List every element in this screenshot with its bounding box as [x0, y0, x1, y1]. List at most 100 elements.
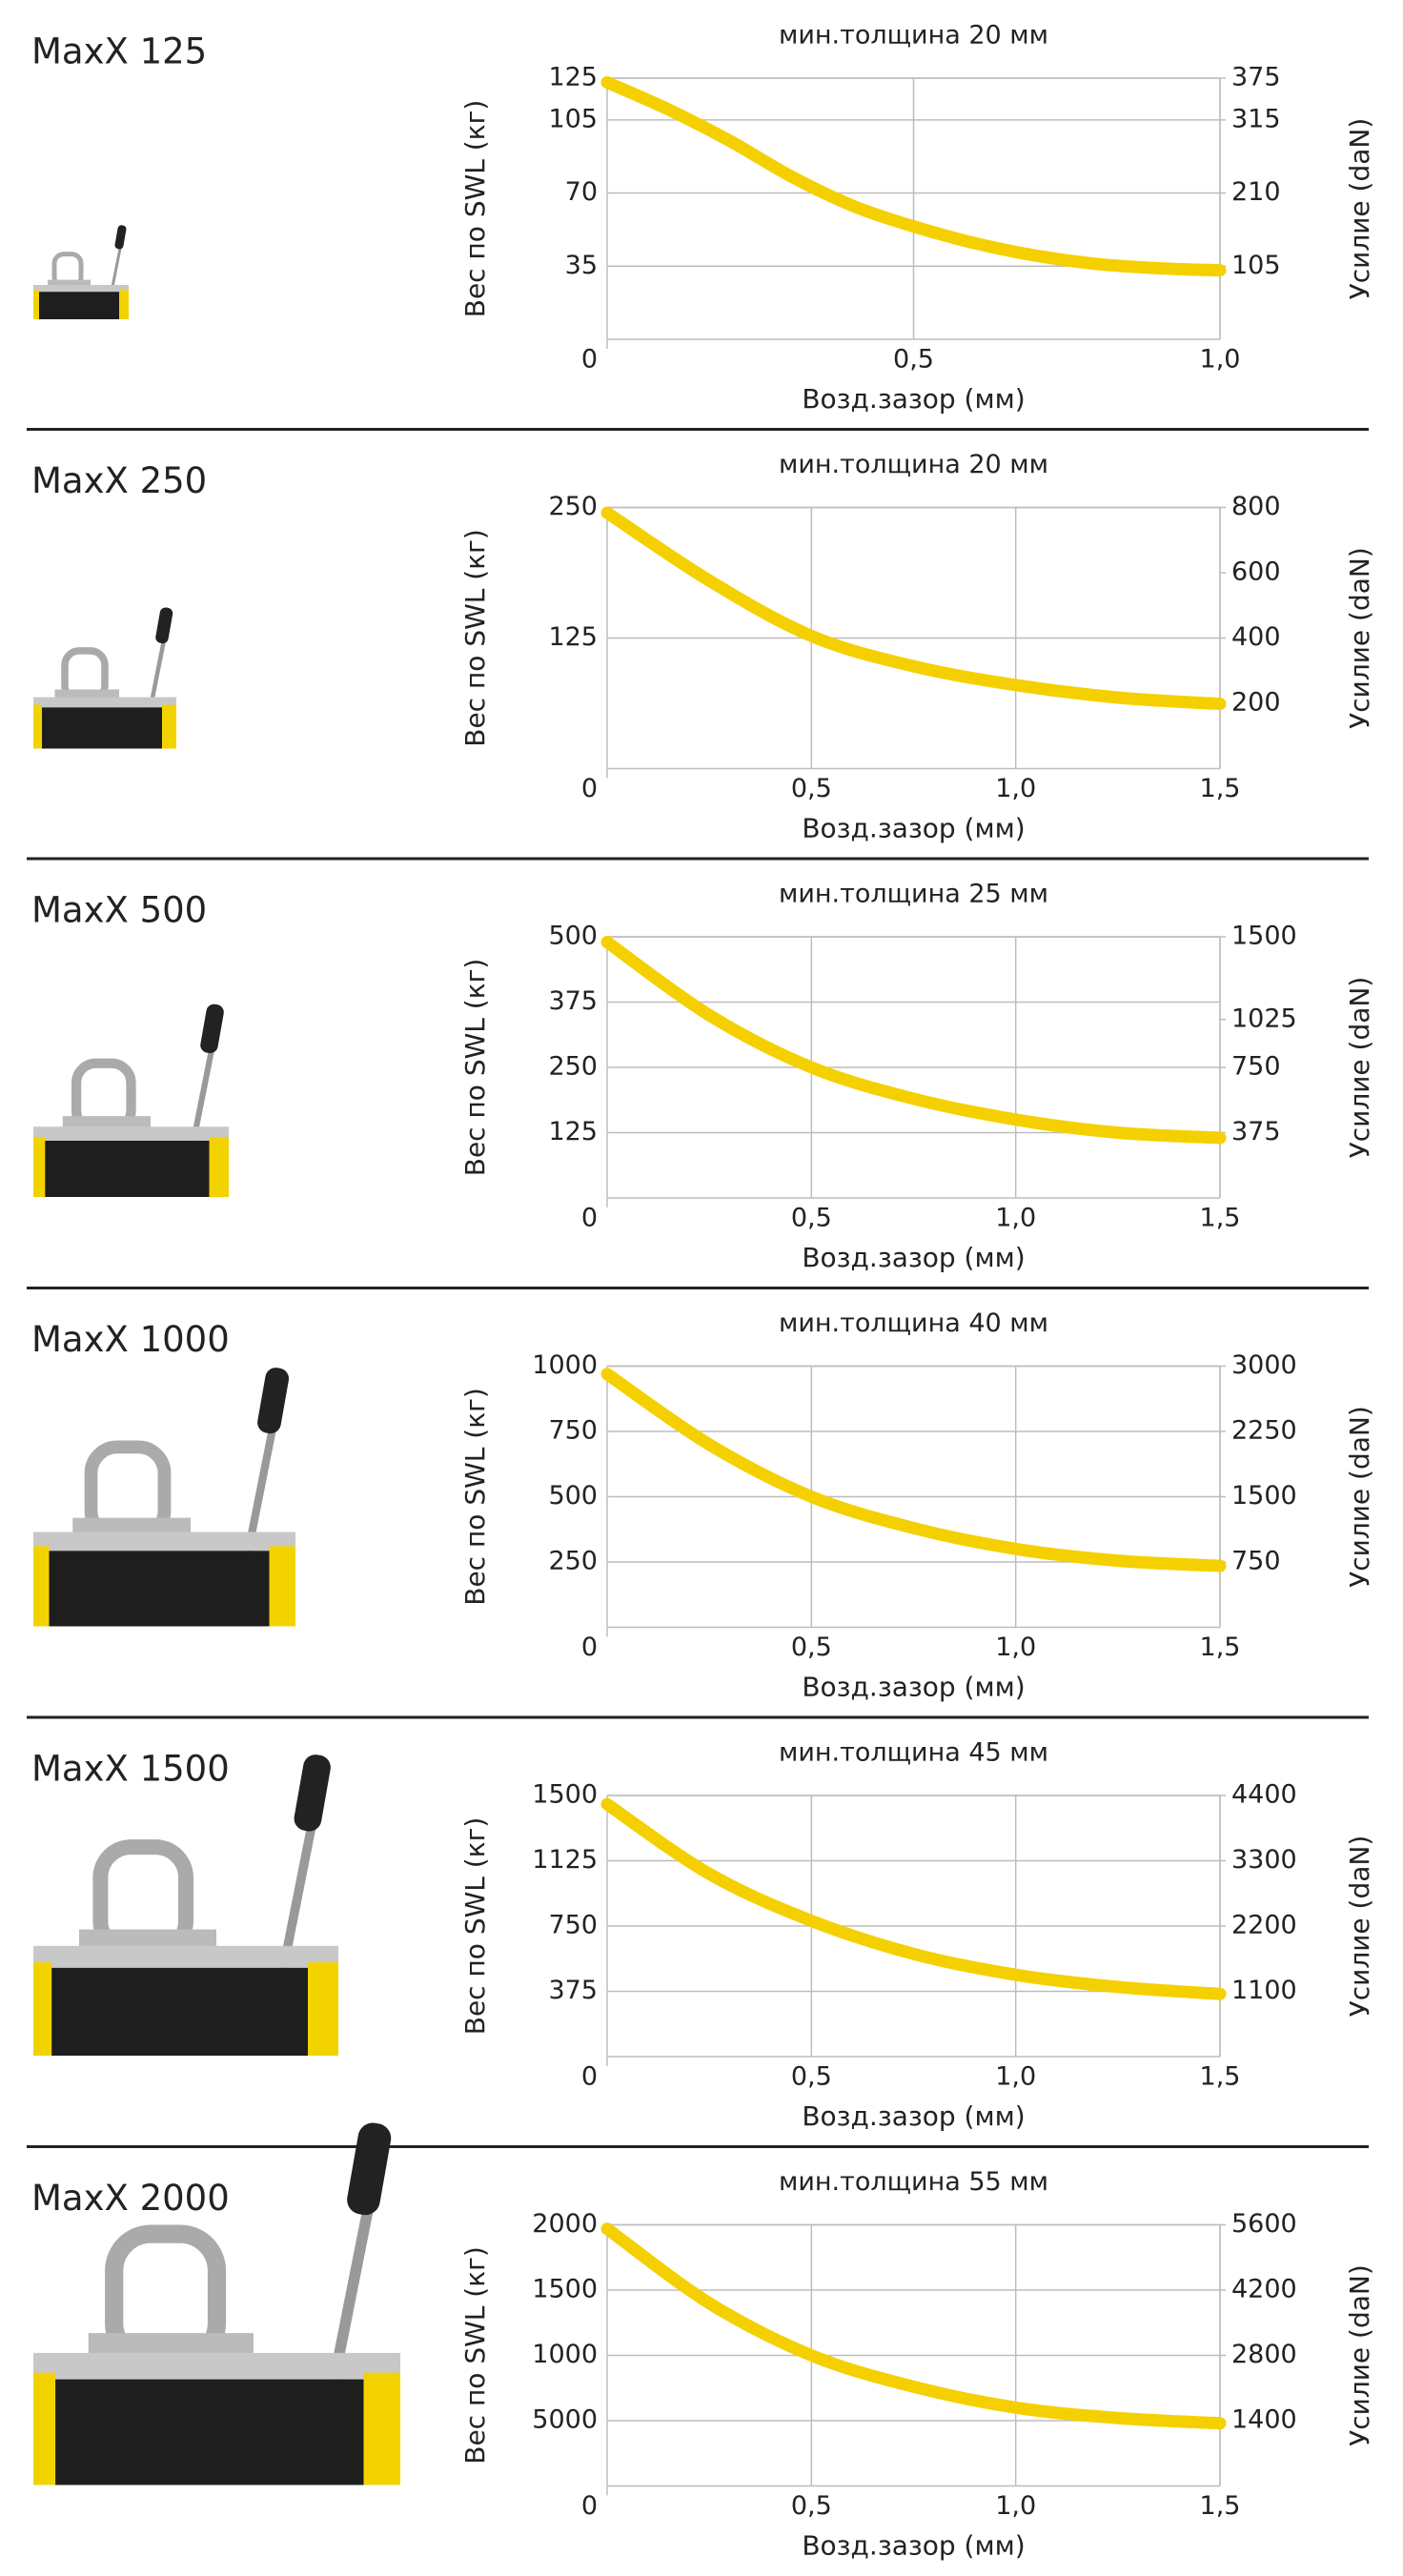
y-tick-label: 1500: [532, 1780, 598, 1810]
x-tick-label: 1,0: [995, 774, 1036, 803]
x-tick-label: 0,5: [791, 2062, 832, 2092]
y2-tick-label: 105: [1231, 251, 1281, 280]
y-tick-label: 375: [548, 1976, 598, 2005]
x-tick-label: 1,5: [1200, 774, 1241, 803]
product-name: MaxX 250: [31, 460, 207, 501]
x-tick-label: 1,0: [995, 2062, 1036, 2092]
chart-title: мин.толщина 20 мм: [779, 450, 1048, 479]
y2-tick-label: 1500: [1231, 1481, 1297, 1511]
magnet-top: [33, 1126, 229, 1141]
y2-tick-label: 4200: [1231, 2275, 1297, 2304]
y2-axis-label: Усилие (daN): [1344, 977, 1375, 1159]
x-tick-label: 0,5: [791, 1633, 832, 1662]
y2-tick-label: 3000: [1231, 1350, 1297, 1380]
y-axis-label: Вес по SWL (кг): [459, 529, 491, 747]
magnet-handle: [148, 635, 168, 708]
magnet-body: [33, 292, 129, 319]
y-axis-label: Вес по SWL (кг): [459, 959, 491, 1177]
magnet-grip: [114, 225, 127, 250]
y-tick-label: 0: [581, 345, 598, 375]
chart-title: мин.толщина 45 мм: [779, 1738, 1048, 1768]
y-tick-label: 1500: [532, 2275, 598, 2304]
x-tick-label: 1,5: [1200, 2491, 1241, 2521]
y2-tick-label: 3300: [1231, 1845, 1297, 1875]
magnet-top: [33, 1945, 338, 1968]
chart-panel: MaxX 1000 мин.толщина 40 мм 0 250 500 750 1000…: [27, 1287, 1375, 1703]
x-tick-label: 1,5: [1200, 2062, 1241, 2092]
magnet-end-left: [33, 1137, 46, 1197]
y2-tick-label: 1500: [1231, 922, 1297, 951]
x-axis-label: Возд.зазор (мм): [802, 813, 1025, 844]
y2-tick-label: 2200: [1231, 1911, 1297, 1940]
x-tick-label: 0,5: [893, 345, 934, 375]
magnet-handle: [244, 1417, 279, 1552]
curve: [600, 2222, 1227, 2430]
magnet-grip: [200, 1004, 224, 1054]
y2-axis-label: Усилие (daN): [1344, 547, 1375, 729]
curve: [600, 1797, 1227, 2000]
magnet-body: [33, 1140, 229, 1197]
y2-tick-label: 600: [1231, 558, 1281, 587]
chart-panel: MaxX 250 мин.толщина 20 мм 0 125 250 200 400 60…: [27, 428, 1375, 844]
magnet-body: [33, 2379, 400, 2485]
y-tick-label: 500: [548, 1481, 598, 1511]
magnet-top: [33, 697, 176, 708]
y-tick-label: 750: [548, 1416, 598, 1446]
chart-panel: MaxX 500 мин.толщина 25 мм 0 125 250 375 500 37…: [27, 857, 1375, 1273]
magnet-body: [33, 707, 176, 749]
magnet-end-right: [119, 290, 129, 319]
y2-tick-label: 1025: [1231, 1004, 1297, 1033]
y2-axis-label: Усилие (daN): [1344, 1836, 1375, 2018]
magnet-top: [33, 1531, 295, 1552]
y2-tick-label: 2800: [1231, 2340, 1297, 2369]
y2-axis-label: Усилие (daN): [1344, 2264, 1375, 2446]
product-name: MaxX 2000: [31, 2178, 230, 2219]
y-tick-label: 250: [548, 492, 598, 521]
y-axis-label: Вес по SWL (кг): [459, 100, 491, 318]
magnet-grip: [257, 1368, 290, 1434]
y-tick-label: 500: [548, 922, 598, 951]
magnet-end-right: [363, 2372, 400, 2485]
product-name: MaxX 500: [31, 890, 207, 931]
y2-tick-label: 200: [1231, 688, 1281, 718]
y-tick-label: 105: [548, 104, 598, 133]
y2-tick-label: 750: [1231, 1052, 1281, 1082]
y-tick-label: 125: [548, 63, 598, 92]
y-tick-label: 0: [581, 2062, 598, 2092]
magnet-handle: [278, 1813, 319, 1969]
x-axis-label: Возд.зазор (мм): [802, 2530, 1025, 2562]
y2-tick-label: 375: [1231, 63, 1281, 92]
magnet-grip: [347, 2122, 392, 2216]
x-axis-label: Возд.зазор (мм): [802, 2100, 1025, 2132]
magnet-handle: [110, 243, 123, 293]
y-tick-label: 0: [581, 2491, 598, 2521]
magnet-end-left: [33, 704, 42, 749]
y-tick-label: 0: [581, 1204, 598, 1233]
chart-title: мин.толщина 20 мм: [779, 21, 1048, 51]
y-tick-label: 1000: [532, 1350, 598, 1380]
y2-tick-label: 1400: [1231, 2405, 1297, 2435]
x-axis-label: Возд.зазор (мм): [802, 383, 1025, 415]
y-tick-label: 250: [548, 1547, 598, 1576]
y2-tick-label: 800: [1231, 492, 1281, 521]
y2-tick-label: 210: [1231, 177, 1281, 207]
chart-panel: MaxX 1500 мин.толщина 45 мм 0 375 750 1125 150…: [27, 1715, 1375, 2132]
x-tick-label: 0,5: [791, 774, 832, 803]
curve: [600, 506, 1227, 711]
chart-title: мин.толщина 25 мм: [779, 880, 1048, 909]
product-name: MaxX 1000: [31, 1319, 230, 1360]
magnet-end-left: [33, 290, 39, 319]
y-tick-label: 5000: [532, 2405, 598, 2435]
y2-tick-label: 375: [1231, 1117, 1281, 1146]
y-tick-label: 0: [581, 774, 598, 803]
y-axis-label: Вес по SWL (кг): [459, 1388, 491, 1606]
magnet-grip: [294, 1755, 331, 1832]
y-tick-label: 125: [548, 1117, 598, 1146]
y-tick-label: 1000: [532, 2340, 598, 2369]
y2-axis-label: Усилие (daN): [1344, 1406, 1375, 1588]
y2-tick-label: 315: [1231, 104, 1281, 133]
y-axis-label: Вес по SWL (кг): [459, 2246, 491, 2464]
y2-tick-label: 750: [1231, 1547, 1281, 1576]
x-tick-label: 1,5: [1200, 1633, 1241, 1662]
